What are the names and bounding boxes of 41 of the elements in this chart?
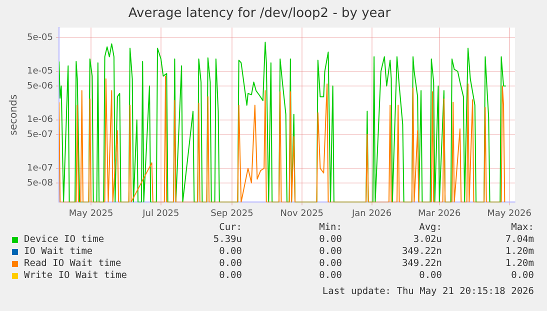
text: 1.20m (504, 258, 534, 270)
y-tick-label: 5e-05 (26, 32, 53, 43)
legend-label: Write IO Wait time (24, 270, 127, 282)
x-tick-label: May 2025 (68, 208, 114, 219)
y-tick-label: 1e-06 (26, 115, 54, 126)
y-axis-title: seconds (8, 94, 20, 136)
text: 7.04m (504, 234, 534, 246)
y-tick-label: 5e-07 (26, 130, 53, 140)
legend-label: IO Wait time (24, 246, 93, 258)
text: 1.20m (504, 246, 534, 258)
x-tick-label: Jan 2026 (350, 208, 392, 219)
text: 0.00 (218, 270, 242, 282)
text: 0.00 (318, 270, 342, 282)
text: 3.02u (412, 234, 442, 246)
chart-title: Average latency for /dev/loop2 - by year (128, 6, 392, 22)
x-tick-label: May 2026 (487, 208, 532, 219)
text: Max: (510, 222, 534, 234)
text: 0.00 (318, 246, 342, 258)
y-tick-label: 1e-07 (26, 164, 53, 174)
text: 0.00 (318, 258, 342, 270)
y-tick-label: 1e-05 (26, 66, 53, 77)
x-tick-label: Mar 2026 (418, 208, 462, 219)
text: Last update: Thu May 21 20:15:18 2026 (322, 286, 534, 297)
x-tick-label: Jul 2025 (142, 208, 180, 219)
legend-label: Device IO time (24, 234, 104, 246)
legend-label: Read IO Wait time (24, 258, 122, 270)
text: 5.39u (212, 234, 242, 246)
text: 0.00 (218, 258, 242, 270)
text: 0.00 (418, 270, 442, 282)
y-tick-label: 5e-08 (26, 178, 54, 188)
y-tick-label: 5e-06 (26, 81, 54, 92)
text: 0.00 (318, 234, 342, 246)
text: Avg: (418, 222, 442, 234)
text: 0.00 (510, 270, 534, 282)
text: 349.22n (400, 246, 442, 258)
text: 0.00 (218, 246, 242, 258)
text: Cur: (218, 222, 242, 234)
x-tick-label: Nov 2025 (280, 208, 324, 219)
text: Min: (318, 222, 342, 234)
x-tick-label: Sep 2025 (210, 208, 254, 219)
text: 349.22n (400, 258, 442, 270)
